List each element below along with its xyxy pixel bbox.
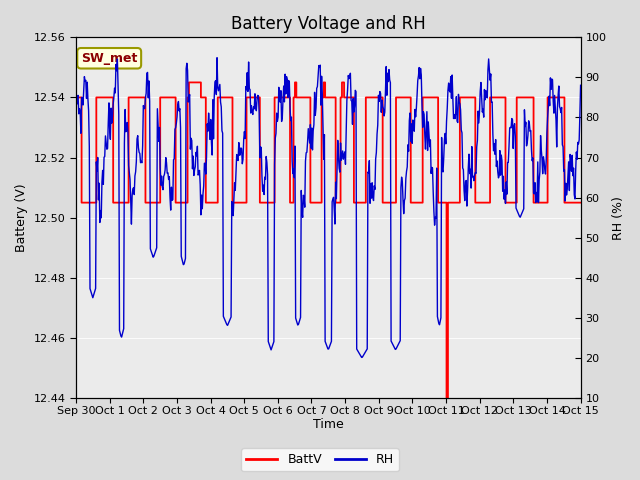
Text: SW_met: SW_met [81,52,138,65]
Y-axis label: RH (%): RH (%) [612,196,625,240]
Title: Battery Voltage and RH: Battery Voltage and RH [231,15,426,33]
Legend: BattV, RH: BattV, RH [241,448,399,471]
Y-axis label: Battery (V): Battery (V) [15,183,28,252]
X-axis label: Time: Time [313,419,344,432]
